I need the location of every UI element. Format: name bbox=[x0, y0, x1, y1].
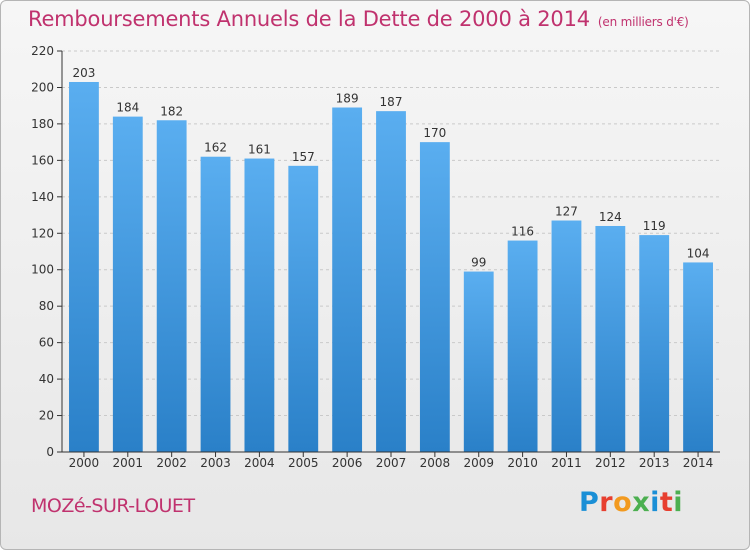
y-tick-label: 80 bbox=[39, 299, 54, 313]
y-tick-label: 120 bbox=[31, 226, 54, 240]
bar-value-label: 124 bbox=[599, 210, 622, 224]
bar bbox=[463, 271, 494, 452]
bar bbox=[595, 225, 626, 452]
bar bbox=[156, 120, 187, 452]
bar-value-label: 203 bbox=[72, 66, 95, 80]
x-tick-label: 2000 bbox=[69, 456, 100, 470]
y-tick-label: 0 bbox=[46, 445, 54, 459]
bar-value-label: 119 bbox=[643, 219, 666, 233]
x-tick-label: 2013 bbox=[639, 456, 670, 470]
y-tick-label: 200 bbox=[31, 80, 54, 94]
logo-letter: P bbox=[579, 487, 600, 518]
bar-value-label: 116 bbox=[511, 225, 534, 239]
y-tick-label: 60 bbox=[39, 336, 54, 350]
proxiti-logo: Proxiti bbox=[579, 487, 683, 518]
y-tick-label: 20 bbox=[39, 409, 54, 423]
logo-letter: i bbox=[673, 487, 684, 518]
chart-title: Remboursements Annuels de la Dette de 20… bbox=[28, 7, 689, 31]
x-tick-label: 2009 bbox=[463, 456, 494, 470]
x-tick-label: 2006 bbox=[332, 456, 363, 470]
axes: 0 20 40 60 80 100 120 140 160 180 200 220 2000 2001 20… bbox=[31, 44, 720, 470]
x-tick-label: 2011 bbox=[551, 456, 582, 470]
x-tick-label: 2008 bbox=[420, 456, 451, 470]
x-tick-label: 2014 bbox=[683, 456, 714, 470]
bar-value-label: 184 bbox=[116, 101, 139, 115]
x-tick-label: 2004 bbox=[244, 456, 275, 470]
logo-letter: r bbox=[599, 487, 614, 518]
bar bbox=[244, 158, 275, 453]
bar-value-label: 104 bbox=[687, 246, 710, 260]
bar-value-label: 187 bbox=[380, 95, 403, 109]
y-tick-label: 180 bbox=[31, 117, 54, 131]
x-tick-label: 2007 bbox=[376, 456, 407, 470]
y-tick-label: 140 bbox=[31, 190, 54, 204]
commune-name: MOZé-SUR-LOUET bbox=[31, 495, 195, 517]
logo-letter: x bbox=[632, 487, 651, 518]
bar bbox=[683, 262, 713, 452]
x-tick-label: 2005 bbox=[288, 456, 319, 470]
y-tick-label: 160 bbox=[31, 153, 54, 167]
bar-value-label: 99 bbox=[471, 256, 486, 270]
bar-value-label: 161 bbox=[248, 143, 271, 157]
bar bbox=[69, 81, 99, 453]
bar-value-label: 157 bbox=[292, 150, 315, 164]
logo-letter: i bbox=[650, 487, 660, 518]
bars: 203 184 182 162 161 157 189 187 170 99 116 127 124 11… bbox=[69, 66, 713, 453]
bar bbox=[507, 240, 538, 452]
x-tick-label: 2002 bbox=[156, 456, 187, 470]
bar bbox=[376, 111, 406, 453]
x-tick-label: 2010 bbox=[507, 456, 538, 470]
x-tick-label: 2003 bbox=[200, 456, 231, 470]
logo-letter: t bbox=[659, 487, 674, 518]
y-tick-label: 220 bbox=[31, 44, 54, 58]
y-tick-label: 40 bbox=[39, 372, 54, 386]
bar-value-label: 170 bbox=[423, 126, 446, 140]
bar bbox=[200, 156, 231, 452]
x-tick-label: 2001 bbox=[113, 456, 144, 470]
bar bbox=[419, 142, 450, 453]
chart-title-text: Remboursements Annuels de la Dette de 20… bbox=[28, 7, 590, 31]
y-tick-label: 100 bbox=[31, 263, 54, 277]
bar bbox=[332, 107, 363, 452]
bar bbox=[112, 116, 143, 453]
bar-value-label: 127 bbox=[555, 205, 578, 219]
logo-letter: o bbox=[613, 487, 633, 518]
bar bbox=[551, 220, 582, 452]
bar bbox=[288, 165, 319, 452]
bar-value-label: 182 bbox=[160, 104, 183, 118]
bar bbox=[639, 235, 670, 452]
x-tick-label: 2012 bbox=[595, 456, 626, 470]
chart-subtitle: (en milliers d'€) bbox=[597, 15, 689, 29]
bar-value-label: 162 bbox=[204, 141, 227, 155]
bar-value-label: 189 bbox=[336, 92, 359, 106]
